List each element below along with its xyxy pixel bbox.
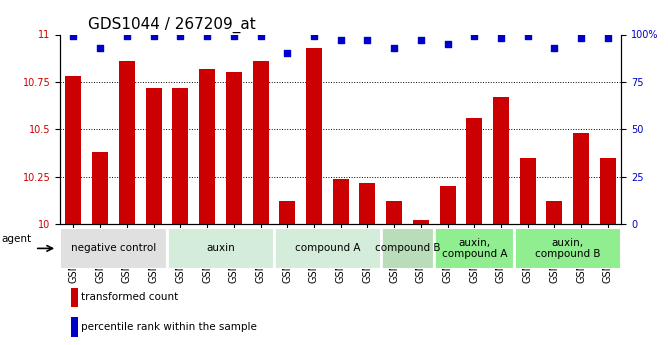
Point (175, 34, 186, 39)
Bar (573, 133, 589, 224)
Text: percentile rank within the sample: percentile rank within the sample (81, 322, 257, 332)
Bar (520, 158, 536, 224)
Bar (434, 228, 514, 269)
Point (603, 36, 613, 41)
Point (362, 37, 373, 43)
Point (202, 34, 212, 39)
Point (148, 34, 159, 39)
Bar (226, 72, 242, 224)
Point (496, 36, 506, 41)
Bar (306, 48, 322, 224)
Point (576, 36, 587, 41)
Bar (413, 220, 429, 224)
Point (309, 34, 319, 39)
Point (122, 34, 132, 39)
Bar (333, 179, 349, 224)
Bar (146, 88, 162, 224)
Bar (279, 201, 295, 224)
Bar (274, 228, 381, 269)
Point (442, 41, 453, 47)
Text: auxin,
compound B: auxin, compound B (535, 238, 601, 259)
Text: agent: agent (1, 234, 31, 244)
Bar (253, 61, 269, 224)
Bar (71, 288, 78, 307)
Point (282, 51, 293, 56)
Bar (466, 118, 482, 224)
Bar (172, 88, 188, 224)
Bar (92, 152, 108, 224)
Point (415, 37, 426, 43)
Point (522, 34, 533, 39)
Bar (65, 76, 81, 224)
Point (68, 34, 79, 39)
Point (228, 34, 239, 39)
Point (469, 34, 480, 39)
Bar (71, 317, 78, 337)
Bar (600, 158, 616, 224)
Bar (493, 97, 509, 224)
Bar (199, 69, 215, 224)
Point (335, 37, 346, 43)
Text: transformed count: transformed count (81, 293, 179, 302)
Bar (386, 201, 402, 224)
Point (389, 45, 399, 51)
Bar (60, 228, 167, 269)
Text: GDS1044 / 267209_at: GDS1044 / 267209_at (88, 17, 256, 33)
Bar (514, 228, 621, 269)
Text: auxin,
compound A: auxin, compound A (442, 238, 507, 259)
Bar (119, 61, 135, 224)
Bar (440, 186, 456, 224)
Bar (381, 228, 434, 269)
Text: compound B: compound B (375, 244, 440, 253)
Bar (359, 183, 375, 224)
Point (95, 45, 106, 51)
Bar (167, 228, 274, 269)
Text: auxin: auxin (206, 244, 235, 253)
Point (255, 34, 266, 39)
Bar (546, 201, 562, 224)
Text: negative control: negative control (71, 244, 156, 253)
Point (549, 45, 560, 51)
Text: compound A: compound A (295, 244, 360, 253)
